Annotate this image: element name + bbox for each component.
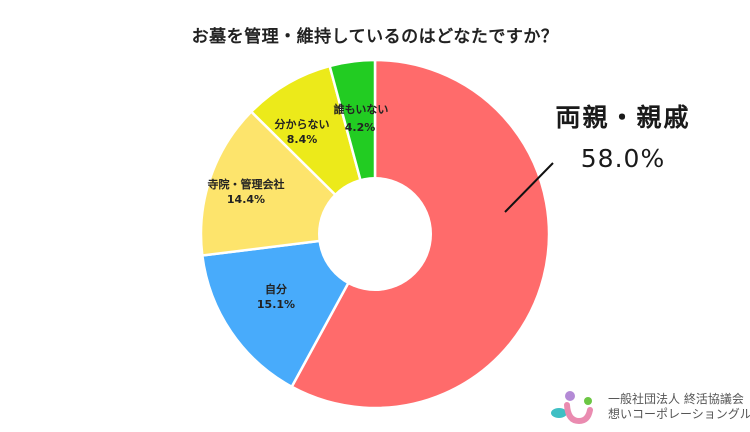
- slice-label-name: 分からない: [275, 117, 330, 131]
- slice-label-pct: 8.4%: [287, 133, 318, 146]
- slice-label-name: 自分: [265, 282, 287, 296]
- organization-logo: 一般社団法人 終活協議会 想いコーポレーショングループ: [548, 388, 750, 428]
- slice-label-name: 誰もいない: [334, 102, 389, 116]
- slice-labels-group: 自分 15.1% 寺院・管理会社 14.4% 分からない 8.4% 誰もいない 4.2%: [208, 102, 389, 311]
- donut-hole: [318, 177, 432, 291]
- logo-text: 一般社団法人 終活協議会 想いコーポレーショングループ: [608, 392, 750, 422]
- slice-1: [200, 232, 378, 389]
- slice-label-pct: 15.1%: [257, 298, 295, 311]
- logo-line1: 一般社団法人 終活協議会: [608, 392, 744, 406]
- slice-label-pct: 4.2%: [345, 121, 376, 134]
- external-label-name: 両親・親戚: [555, 103, 691, 132]
- external-label-parents-relatives: 両親・親戚 58.0%: [548, 98, 698, 173]
- slice-label-name: 寺院・管理会社: [208, 177, 285, 191]
- slice-label-pct: 14.4%: [227, 193, 265, 206]
- logo-line2: 想いコーポレーショングループ: [608, 407, 750, 421]
- leader-line: [504, 162, 554, 213]
- chart-title: お墓を管理・維持しているのはどなたですか？: [191, 27, 559, 47]
- external-label-pct: 58.0%: [580, 144, 666, 173]
- logo-mark-icon: [551, 391, 593, 425]
